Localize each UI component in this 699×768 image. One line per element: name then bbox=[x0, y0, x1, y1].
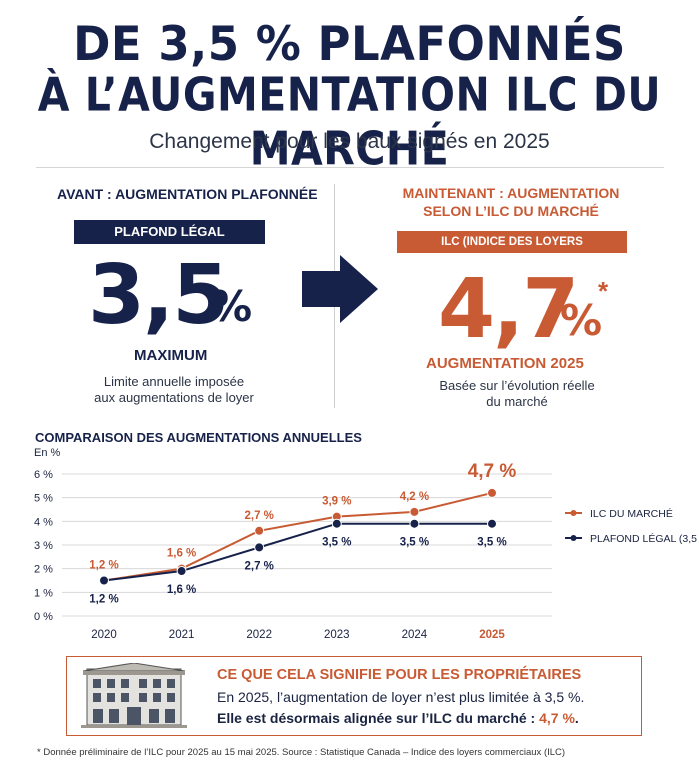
footnote: * Donnée préliminaire de l’ILC pour 2025… bbox=[37, 747, 566, 758]
x-tick-label: 2023 bbox=[324, 629, 350, 641]
y-tick-label: 5 % bbox=[34, 493, 53, 505]
title-line2: À L’AUGMENTATION ILC DU MARCHÉ bbox=[37, 68, 662, 176]
legal-cap-badge: PLAFOND LÉGAL bbox=[74, 220, 265, 244]
data-label-0: 4,2 % bbox=[400, 491, 429, 503]
y-axis-label: En % bbox=[34, 447, 61, 459]
data-point-1 bbox=[176, 566, 187, 577]
x-tick-label: 2025 bbox=[479, 629, 505, 641]
now-heading-line2: SELON L’ILC DU MARCHÉ bbox=[423, 203, 599, 219]
legend-marker-1 bbox=[570, 535, 577, 541]
y-tick-label: 1 % bbox=[34, 587, 53, 599]
x-tick-label: 2024 bbox=[402, 629, 428, 641]
significance-box: CE QUE CELA SIGNIFIE POUR LES PROPRIÉTAI… bbox=[66, 656, 642, 736]
data-label-0: 4,7 % bbox=[468, 461, 517, 482]
data-label-1: 3,5 % bbox=[477, 537, 506, 549]
now-value: 4,7 bbox=[438, 262, 579, 357]
before-heading: AVANT : AUGMENTATION PLAFONNÉE bbox=[57, 186, 318, 202]
significance-line1: En 2025, l’augmentation de loyer n’est p… bbox=[217, 689, 585, 705]
significance-line2-prefix: Elle est désormais alignée sur l’ILC du … bbox=[217, 710, 540, 726]
before-description-line1: Limite annuelle imposée bbox=[103, 374, 245, 389]
data-label-1: 1,6 % bbox=[167, 584, 196, 596]
data-label-1: 3,5 % bbox=[400, 537, 429, 549]
legend-marker-0 bbox=[570, 510, 577, 516]
footnote-asterisk: * bbox=[598, 276, 609, 306]
chart-title: COMPARAISON DES AUGMENTATIONS ANNUELLES bbox=[35, 430, 362, 445]
data-label-0: 2,7 % bbox=[244, 510, 273, 522]
comparison-line-chart: En % 0 % 1 % 2 % 3 % 4 % 5 % 6 % 2020 2021 2022 202… bbox=[34, 447, 699, 641]
now-unit: % bbox=[560, 296, 603, 345]
y-tick-label: 2 % bbox=[34, 564, 53, 576]
before-unit: % bbox=[210, 282, 253, 331]
before-description: Limite annuelle imposée aux augmentation… bbox=[74, 374, 274, 406]
data-point-1 bbox=[254, 542, 265, 553]
data-point-1 bbox=[99, 575, 109, 586]
legend-label-1: PLAFOND LÉGAL (3,5 %) bbox=[590, 532, 699, 545]
ilc-badge: ILC (INDICE DES LOYERS COMMERCIAUX) bbox=[397, 231, 627, 270]
data-label-1: 2,7 % bbox=[244, 560, 273, 572]
series-line-1 bbox=[103, 522, 492, 582]
series-line-0 bbox=[103, 491, 493, 582]
data-point-0 bbox=[254, 525, 265, 536]
data-label-0: 1,2 % bbox=[89, 560, 118, 572]
data-point-1 bbox=[331, 518, 342, 529]
now-value-label: AUGMENTATION 2025 bbox=[426, 355, 584, 372]
divider bbox=[36, 167, 664, 168]
now-heading-line1: MAINTENANT : AUGMENTATION bbox=[402, 185, 620, 201]
before-description-line2: aux augmentations de loyer bbox=[94, 390, 254, 405]
data-label-1: 1,2 % bbox=[89, 594, 118, 606]
now-description-line2: du marché bbox=[486, 394, 548, 409]
before-value: 3,5 bbox=[88, 248, 229, 343]
data-label-0: 3,9 % bbox=[322, 496, 351, 508]
significance-line2-value: 4,7 % bbox=[539, 710, 575, 726]
title-line1: DE 3,5 % PLAFONNÉS bbox=[73, 16, 626, 72]
data-label-0: 1,6 % bbox=[167, 548, 196, 560]
right-arrow-icon bbox=[302, 255, 378, 323]
y-tick-label: 0 % bbox=[34, 611, 53, 623]
data-point-0 bbox=[487, 487, 497, 498]
data-point-1 bbox=[487, 518, 497, 529]
y-tick-label: 6 % bbox=[34, 469, 53, 481]
y-tick-label: 3 % bbox=[34, 540, 53, 552]
before-value-label: MAXIMUM bbox=[134, 347, 208, 364]
x-tick-label: 2020 bbox=[91, 629, 117, 641]
significance-line2: Elle est désormais alignée sur l’ILC du … bbox=[217, 710, 579, 726]
legend-label-0: ILC DU MARCHÉ bbox=[590, 507, 673, 520]
subtitle: Changement pour les baux signés en 2025 bbox=[149, 130, 550, 153]
significance-title: CE QUE CELA SIGNIFIE POUR LES PROPRIÉTAI… bbox=[217, 667, 582, 683]
building-icon bbox=[81, 663, 187, 728]
data-point-1 bbox=[409, 518, 420, 529]
x-tick-label: 2021 bbox=[169, 629, 195, 641]
now-description: Basée sur l’évolution réelle du marché bbox=[420, 378, 614, 410]
x-tick-label: 2022 bbox=[246, 629, 272, 641]
significance-line2-suffix: . bbox=[574, 710, 579, 726]
data-label-1: 3,5 % bbox=[322, 537, 351, 549]
now-description-line1: Basée sur l’évolution réelle bbox=[439, 378, 595, 393]
now-heading: MAINTENANT : AUGMENTATION SELON L’ILC DU… bbox=[392, 184, 630, 220]
y-tick-label: 4 % bbox=[34, 516, 53, 528]
data-point-0 bbox=[409, 506, 420, 517]
